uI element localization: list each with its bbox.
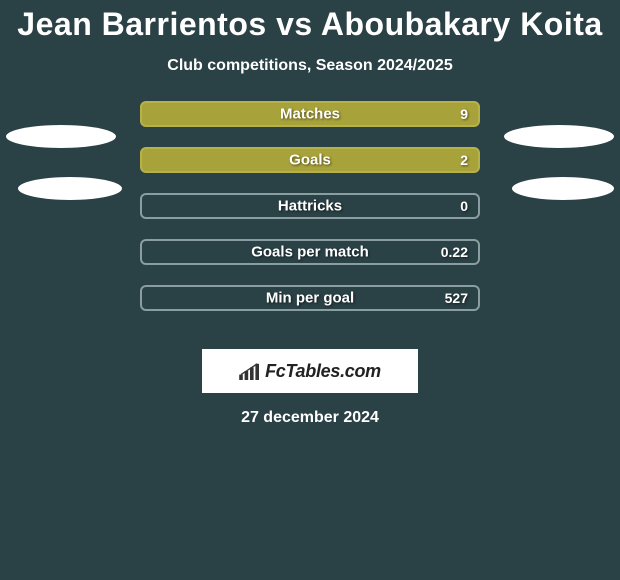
stat-bar: Min per goal 527 [140, 285, 480, 311]
stat-value: 2 [460, 152, 468, 168]
stat-bar: Hattricks 0 [140, 193, 480, 219]
stat-row: Hattricks 0 [0, 193, 620, 239]
stat-label: Goals [289, 152, 331, 169]
stat-bar: Goals 2 [140, 147, 480, 173]
fctables-logo[interactable]: FcTables.com [202, 349, 418, 393]
stat-value: 0.22 [441, 244, 468, 260]
comparison-card: Jean Barrientos vs Aboubakary Koita Club… [0, 0, 620, 580]
bar-chart-icon [239, 362, 261, 380]
stat-row: Min per goal 527 [0, 285, 620, 331]
stat-value: 527 [445, 290, 468, 306]
subtitle: Club competitions, Season 2024/2025 [0, 57, 620, 75]
stat-label: Hattricks [278, 198, 342, 215]
stat-label: Min per goal [266, 290, 354, 307]
stats-container: Matches 9 Goals 2 Hattricks 0 Goals per match 0… [0, 101, 620, 331]
stat-bar: Goals per match 0.22 [140, 239, 480, 265]
stat-value: 0 [460, 198, 468, 214]
stat-label: Goals per match [251, 244, 369, 261]
stat-label: Matches [280, 106, 340, 123]
fctables-text: FcTables.com [265, 361, 381, 382]
stat-value: 9 [460, 106, 468, 122]
page-title: Jean Barrientos vs Aboubakary Koita [0, 0, 620, 43]
stat-row: Matches 9 [0, 101, 620, 147]
stat-row: Goals per match 0.22 [0, 239, 620, 285]
stat-bar: Matches 9 [140, 101, 480, 127]
date-text: 27 december 2024 [0, 409, 620, 427]
stat-row: Goals 2 [0, 147, 620, 193]
